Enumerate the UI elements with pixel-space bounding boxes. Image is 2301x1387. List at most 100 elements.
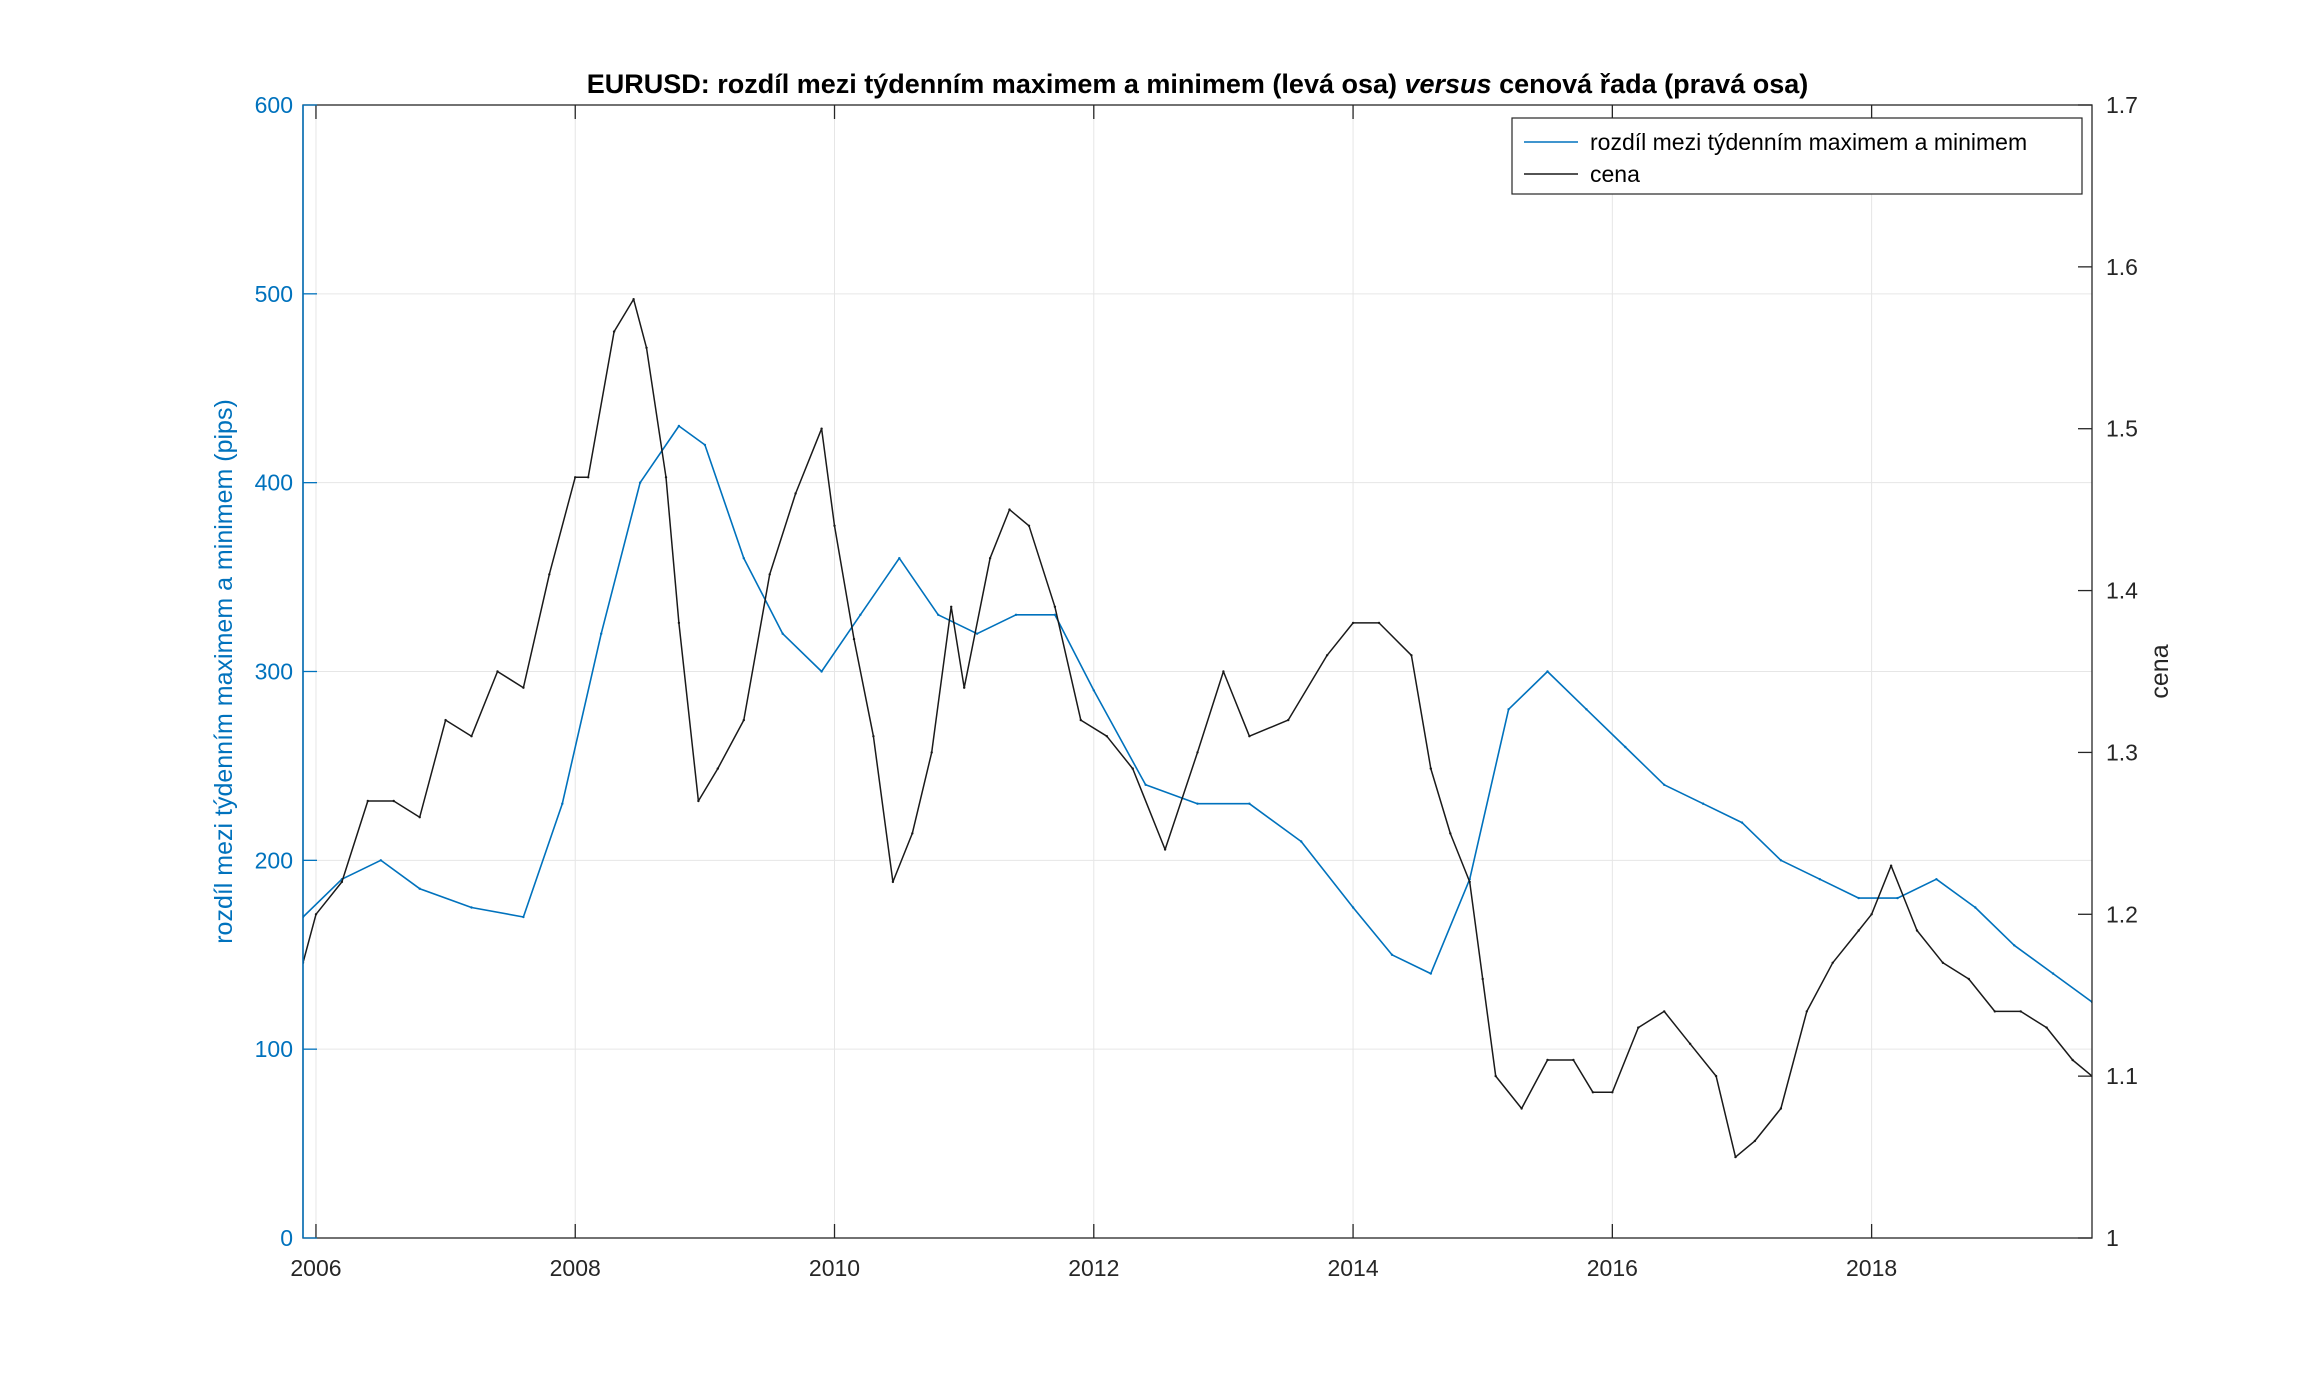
data-point — [1714, 1074, 1718, 1078]
data-point — [1131, 767, 1134, 770]
data-point — [1753, 1139, 1757, 1143]
data-point — [1163, 848, 1167, 851]
series-1 — [303, 424, 2092, 1004]
data-point — [444, 718, 447, 722]
data-point — [891, 880, 895, 884]
data-point — [1008, 508, 1011, 511]
data-point — [340, 880, 344, 884]
data-point — [2045, 1026, 2048, 1029]
data-point — [1390, 953, 1394, 956]
data-point — [1351, 621, 1355, 625]
data-point — [1967, 977, 1971, 981]
y-right-tick-label: 1.5 — [2106, 416, 2138, 442]
data-point — [1092, 689, 1096, 692]
data-point — [716, 767, 719, 770]
data-point — [1701, 802, 1705, 805]
data-point — [314, 913, 318, 916]
data-point — [1546, 1058, 1549, 1062]
data-point — [1494, 1074, 1497, 1078]
y-left-tick-label: 0 — [280, 1225, 293, 1251]
data-point — [1870, 913, 1873, 916]
y-left-tick-label: 400 — [255, 470, 293, 496]
data-point — [1734, 1155, 1737, 1159]
data-point — [1520, 1107, 1523, 1110]
series-layer — [303, 298, 2092, 1159]
data-point — [379, 859, 382, 862]
data-point — [2071, 1058, 2074, 1062]
data-point — [548, 573, 551, 576]
title-italic-part: versus — [1405, 69, 1492, 99]
data-point — [1027, 524, 1031, 527]
data-point — [1688, 1042, 1692, 1046]
title-part: EURUSD: rozdíl mezi týdenním maximem a m… — [587, 69, 1405, 99]
data-point — [1222, 670, 1225, 673]
data-point — [742, 557, 745, 560]
series-2 — [303, 298, 2092, 1159]
data-point — [1144, 783, 1147, 786]
data-point — [1831, 961, 1834, 964]
data-point — [1248, 802, 1251, 805]
data-point — [975, 632, 979, 635]
data-point — [1300, 840, 1303, 843]
series-line — [303, 298, 2092, 1158]
data-point — [872, 735, 875, 738]
y-left-tick-label: 300 — [255, 659, 293, 685]
y-left-tick-label: 600 — [255, 92, 293, 118]
data-point — [470, 906, 473, 909]
data-point — [1663, 783, 1666, 786]
data-point — [1896, 896, 1899, 900]
data-point — [1779, 859, 1783, 862]
data-point — [859, 613, 862, 616]
data-point — [1818, 878, 1822, 881]
legend-label: cena — [1590, 161, 1640, 187]
legend-label: rozdíl mezi týdenním maximem a minimem — [1590, 129, 2027, 155]
data-point — [522, 686, 525, 689]
y-right-tick-label: 1.3 — [2106, 739, 2138, 765]
data-point — [898, 557, 901, 560]
data-point — [1196, 802, 1199, 805]
data-point — [950, 605, 953, 608]
title-part: cenová řada (pravá osa) — [1492, 69, 1809, 99]
data-point — [1481, 977, 1484, 981]
data-point — [1053, 605, 1057, 608]
data-point — [1014, 613, 1018, 616]
y-right-tick-label: 1.6 — [2106, 254, 2138, 280]
data-point — [1941, 961, 1945, 964]
data-point — [1740, 821, 1744, 824]
data-point — [418, 816, 421, 819]
y-left-tick-label: 500 — [255, 281, 293, 307]
data-point — [742, 718, 745, 722]
data-point — [1915, 929, 1919, 932]
data-point — [1079, 718, 1083, 722]
data-point — [1105, 735, 1109, 738]
legend: rozdíl mezi týdenním maximem a minimem ce… — [1511, 117, 2083, 195]
data-point — [1663, 1010, 1666, 1013]
data-point — [768, 573, 771, 576]
y-left-tick-label: 100 — [255, 1036, 293, 1062]
data-point — [1410, 654, 1413, 657]
data-point — [1585, 708, 1588, 711]
data-point — [2019, 1010, 2022, 1013]
data-point — [470, 735, 473, 738]
data-point — [1546, 670, 1549, 673]
data-point — [561, 802, 564, 805]
data-point — [1857, 896, 1860, 900]
data-point — [833, 524, 836, 527]
data-point — [1351, 906, 1355, 909]
data-point — [911, 832, 914, 835]
data-point — [1935, 878, 1938, 881]
x-tick-label: 2016 — [1587, 1255, 1638, 1281]
data-point — [852, 637, 856, 641]
data-point — [1507, 708, 1510, 711]
x-tick-label: 2018 — [1846, 1255, 1897, 1281]
y-right-tick-label: 1.7 — [2106, 92, 2138, 118]
data-point — [937, 613, 940, 616]
data-point — [1974, 906, 1977, 909]
y-right-tick-label: 1.1 — [2106, 1063, 2138, 1089]
data-point — [1429, 767, 1433, 770]
data-point — [988, 557, 992, 560]
data-point — [392, 799, 395, 803]
